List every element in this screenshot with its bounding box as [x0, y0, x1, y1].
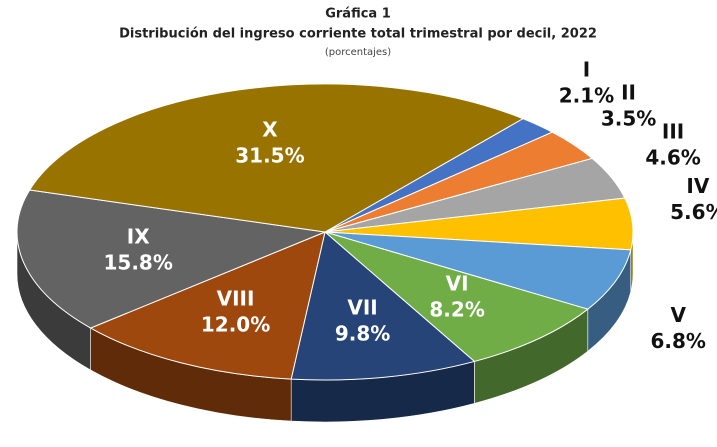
- slice-value-label: 31.5%: [235, 144, 304, 168]
- slice: [324, 231, 632, 310]
- slice-category: IX: [127, 225, 150, 249]
- slice-category: IV: [686, 174, 709, 198]
- slice: [89, 231, 326, 380]
- slice: [290, 231, 476, 381]
- chart-subtitle: Distribución del ingreso corriente total…: [119, 27, 597, 42]
- slice: [324, 231, 589, 362]
- slice-category: VII: [347, 295, 377, 319]
- slice-value-label: 5.6%: [670, 200, 717, 224]
- slice-value-label: 6.8%: [651, 329, 706, 353]
- slice-category: X: [262, 118, 278, 142]
- slice-value-label: 9.8%: [335, 321, 390, 345]
- slice-category: VI: [446, 272, 469, 296]
- slice-category: II: [621, 81, 636, 105]
- slice-value-label: 4.6%: [645, 145, 700, 169]
- chart-title: Gráfica 1: [325, 7, 391, 22]
- slice-category: V: [671, 303, 687, 327]
- slice-category: III: [662, 119, 684, 143]
- slice-category: I: [583, 57, 590, 81]
- slice-value-label: 8.2%: [429, 298, 484, 322]
- slice: [28, 83, 525, 233]
- slice-value-label: 15.8%: [104, 251, 173, 275]
- slice-value-label: 3.5%: [601, 107, 656, 131]
- unit-note: (porcentajes): [325, 47, 391, 58]
- slice-category: VIII: [217, 287, 255, 311]
- slice-value-label: 12.0%: [201, 313, 270, 337]
- slice: [16, 189, 327, 329]
- slice-value-label: 2.1%: [559, 83, 614, 107]
